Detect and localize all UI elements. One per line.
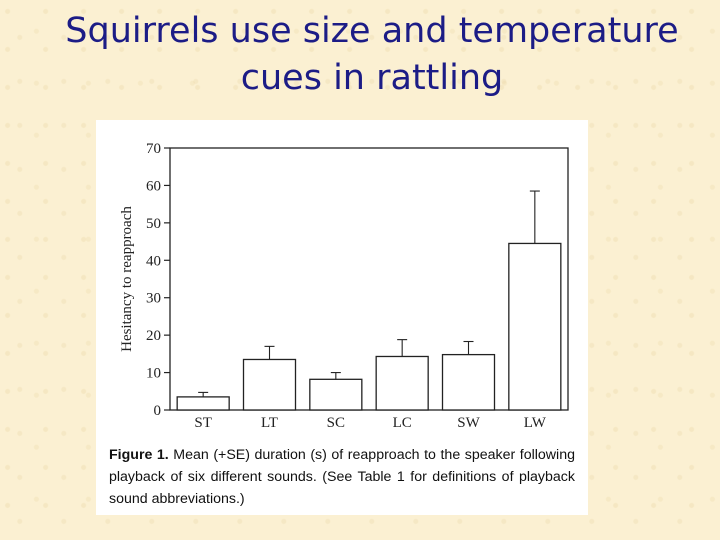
slide-title-line-1: Squirrels use size and temperature: [65, 11, 679, 51]
y-tick-label: 40: [146, 253, 161, 269]
figure-caption: Figure 1. Mean (+SE) duration (s) of rea…: [109, 444, 575, 510]
x-tick-label-lc: LC: [393, 415, 412, 431]
y-tick-label: 30: [146, 291, 161, 307]
bar-lw: [508, 242, 562, 411]
x-tick-label-lw: LW: [524, 415, 547, 431]
y-tick-label: 60: [146, 178, 161, 194]
slide-title-line-2: cues in rattling: [240, 58, 504, 98]
x-tick-label-lt: LT: [261, 415, 278, 431]
bar-lt: [242, 358, 297, 411]
y-tick-label: 70: [146, 141, 161, 157]
y-tick-label: 10: [146, 366, 161, 382]
x-tick-label-st: ST: [194, 415, 212, 431]
y-tick-label: 20: [146, 328, 161, 344]
plot-frame: [169, 147, 569, 411]
y-tick-label: 0: [154, 403, 162, 419]
bar-sw: [441, 353, 496, 411]
figure-caption-label: Figure 1.: [109, 447, 169, 463]
y-axis-label: Hesitancy to reapproach: [119, 206, 135, 352]
slide-title: Squirrels use size and temperature cues …: [0, 8, 720, 102]
y-tick-label: 50: [146, 216, 161, 232]
bar-chart: 0 10 20 30 40 50 60 70 Hesitancy to reapproach ST…: [119, 141, 569, 431]
x-tick-label-sc: SC: [327, 415, 345, 431]
figure-caption-text: Mean (+SE) duration (s) of reapproach to…: [109, 447, 575, 507]
bar-sc: [309, 378, 363, 411]
bar-lc: [375, 355, 429, 411]
x-tick-label-sw: SW: [457, 415, 480, 431]
figure-panel: 0 10 20 30 40 50 60 70 Hesitancy to reapproach ST…: [96, 120, 588, 515]
bar-st: [176, 396, 230, 411]
